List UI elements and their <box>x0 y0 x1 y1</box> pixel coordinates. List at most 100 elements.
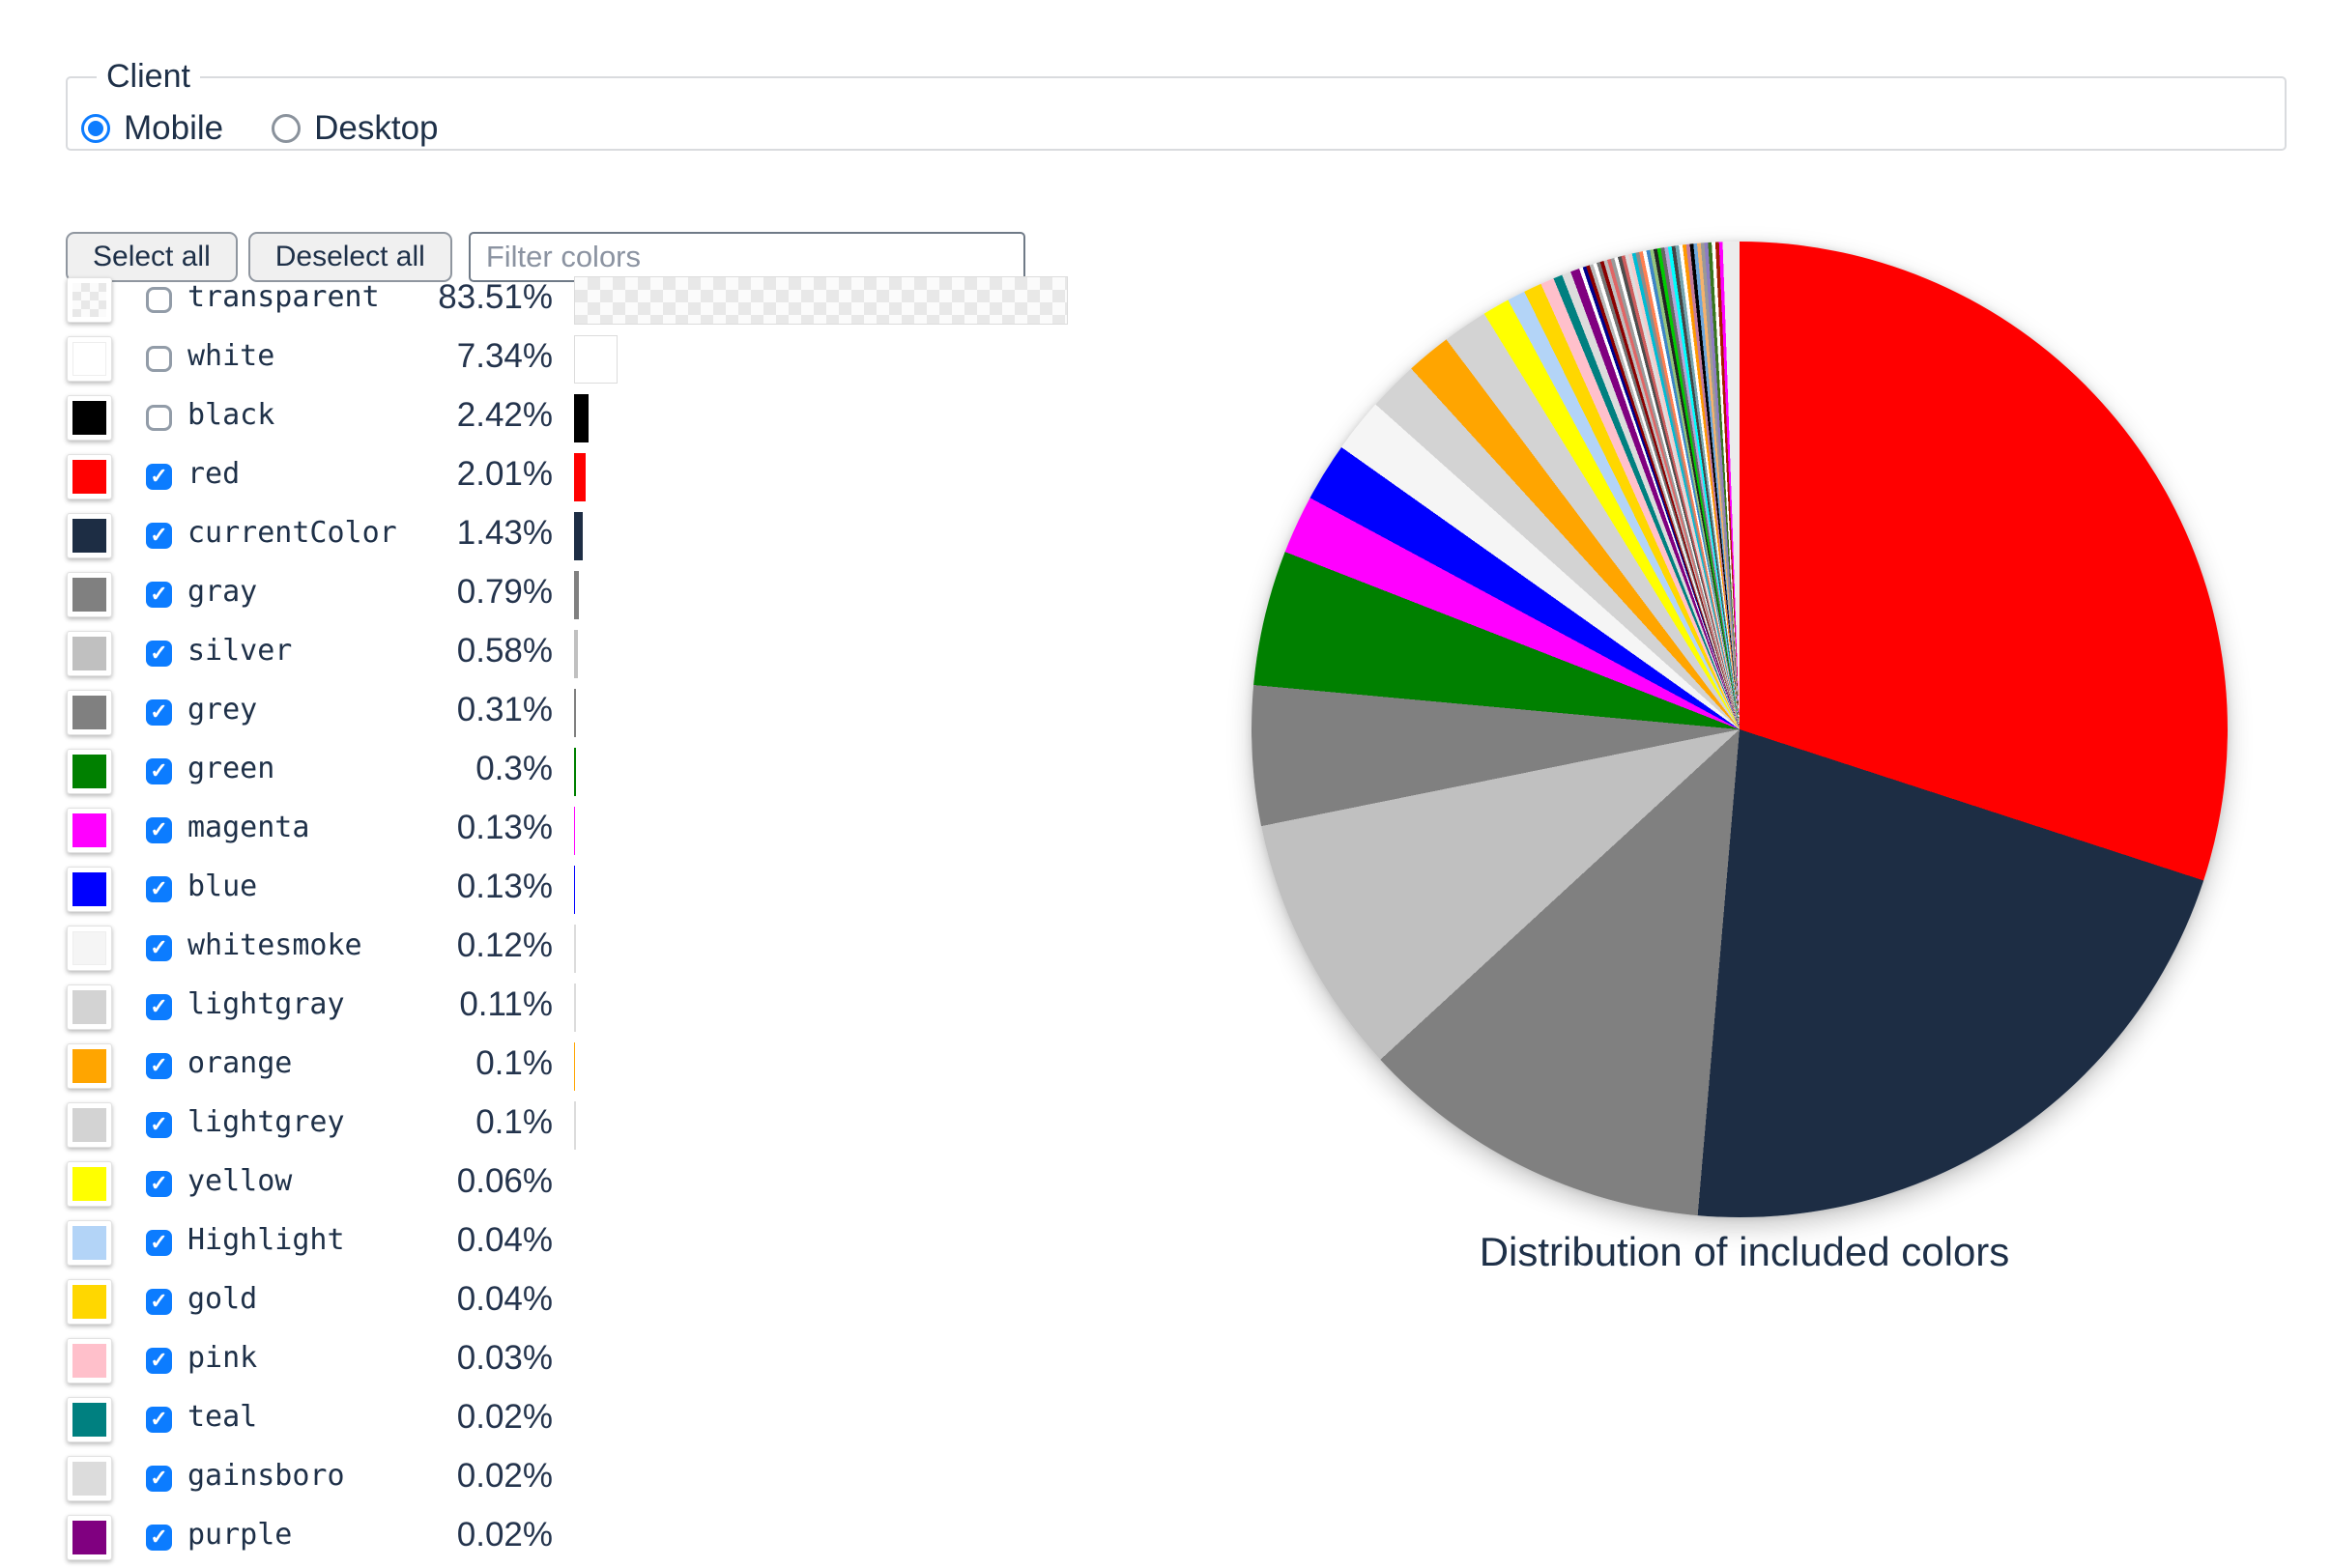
color-swatch <box>67 1043 112 1089</box>
color-checkbox[interactable]: ✓ <box>146 346 172 372</box>
color-checkbox[interactable]: ✓ <box>146 935 172 961</box>
color-percent-label: 0.11% <box>459 985 553 1023</box>
check-icon: ✓ <box>150 640 168 665</box>
color-list: ✓ transparent 83.51% ✓ white 7.34% ✓ bla… <box>0 271 1169 1568</box>
color-swatch <box>67 1161 112 1207</box>
color-name-label: orange <box>187 1046 293 1080</box>
color-name-label: currentColor <box>187 516 397 550</box>
color-swatch <box>67 1220 112 1266</box>
color-name-label: yellow <box>187 1164 293 1198</box>
color-checkbox[interactable]: ✓ <box>146 523 172 549</box>
check-icon: ✓ <box>150 1052 168 1077</box>
color-percent-bar <box>574 276 1069 325</box>
color-checkbox[interactable]: ✓ <box>146 1112 172 1138</box>
color-percent-bar <box>574 925 576 973</box>
color-checkbox[interactable]: ✓ <box>146 1348 172 1374</box>
color-name-label: transparent <box>187 280 380 314</box>
color-percent-label: 0.58% <box>456 632 553 670</box>
color-name-label: whitesmoke <box>187 928 362 962</box>
color-checkbox[interactable]: ✓ <box>146 1525 172 1551</box>
color-name-label: gray <box>187 575 258 609</box>
color-swatch <box>67 395 112 441</box>
color-percent-label: 0.02% <box>456 1398 553 1436</box>
color-percent-bar <box>574 1042 575 1091</box>
color-swatch <box>67 984 112 1030</box>
check-icon: ✓ <box>150 698 168 724</box>
color-row: ✓ blue 0.13% <box>0 861 1169 920</box>
color-checkbox[interactable]: ✓ <box>146 1466 172 1492</box>
color-swatch <box>67 1279 112 1325</box>
color-percent-label: 0.13% <box>456 809 553 846</box>
color-name-label: red <box>187 457 241 491</box>
select-all-button[interactable]: Select all <box>66 232 238 282</box>
color-checkbox[interactable]: ✓ <box>146 1289 172 1315</box>
color-percent-label: 2.01% <box>456 455 553 493</box>
color-swatch <box>67 336 112 382</box>
color-checkbox[interactable]: ✓ <box>146 1407 172 1433</box>
color-percent-bar <box>574 453 587 501</box>
check-icon: ✓ <box>150 1288 168 1313</box>
client-radio-mobile[interactable] <box>81 114 110 143</box>
color-checkbox[interactable]: ✓ <box>146 1053 172 1079</box>
color-swatch <box>67 513 112 558</box>
color-percent-label: 0.06% <box>456 1162 553 1200</box>
color-swatch <box>67 690 112 735</box>
color-swatch <box>67 749 112 794</box>
color-checkbox[interactable]: ✓ <box>146 641 172 667</box>
color-percent-bar <box>574 748 576 796</box>
color-percent-label: 2.42% <box>456 396 553 434</box>
color-row: ✓ black 2.42% <box>0 389 1169 448</box>
color-checkbox[interactable]: ✓ <box>146 1230 172 1256</box>
color-checkbox[interactable]: ✓ <box>146 405 172 431</box>
check-icon: ✓ <box>150 875 168 900</box>
check-icon: ✓ <box>150 1524 168 1549</box>
color-checkbox[interactable]: ✓ <box>146 817 172 843</box>
color-row: ✓ green 0.3% <box>0 743 1169 802</box>
check-icon: ✓ <box>150 757 168 783</box>
check-icon: ✓ <box>150 1111 168 1136</box>
color-row: ✓ white 7.34% <box>0 330 1169 389</box>
check-icon: ✓ <box>150 1465 168 1490</box>
check-icon: ✓ <box>150 522 168 547</box>
client-radio-label: Mobile <box>124 109 224 147</box>
color-swatch <box>67 1456 112 1501</box>
color-row: ✓ gainsboro 0.02% <box>0 1450 1169 1509</box>
color-swatch <box>67 1338 112 1383</box>
color-swatch <box>67 808 112 853</box>
color-row: ✓ pink 0.03% <box>0 1332 1169 1391</box>
color-percent-label: 0.12% <box>456 927 553 964</box>
color-percent-label: 0.03% <box>456 1339 553 1377</box>
check-icon: ✓ <box>150 993 168 1018</box>
color-row: ✓ transparent 83.51% <box>0 271 1169 330</box>
color-checkbox[interactable]: ✓ <box>146 758 172 784</box>
color-checkbox[interactable]: ✓ <box>146 876 172 902</box>
color-name-label: teal <box>187 1400 258 1434</box>
color-row: ✓ currentColor 1.43% <box>0 507 1169 566</box>
color-name-label: pink <box>187 1341 258 1375</box>
color-percent-label: 0.31% <box>456 691 553 728</box>
color-percent-label: 83.51% <box>438 278 553 316</box>
color-checkbox[interactable]: ✓ <box>146 287 172 313</box>
color-row: ✓ whitesmoke 0.12% <box>0 920 1169 979</box>
color-percent-bar <box>574 689 576 737</box>
color-percent-label: 0.1% <box>475 1103 553 1141</box>
color-swatch <box>67 1515 112 1560</box>
color-percent-bar <box>574 512 583 560</box>
color-checkbox[interactable]: ✓ <box>146 699 172 726</box>
color-checkbox[interactable]: ✓ <box>146 1171 172 1197</box>
client-legend: Client <box>106 58 190 95</box>
color-row: ✓ grey 0.31% <box>0 684 1169 743</box>
color-name-label: gold <box>187 1282 258 1316</box>
client-radio-desktop[interactable] <box>272 114 302 143</box>
pie-chart-title: Distribution of included colors <box>1479 1229 2010 1274</box>
deselect-all-button[interactable]: Deselect all <box>247 232 452 282</box>
color-row: ✓ orange 0.1% <box>0 1038 1169 1097</box>
color-name-label: silver <box>187 634 293 668</box>
color-row: ✓ gray 0.79% <box>0 566 1169 625</box>
color-swatch <box>67 867 112 912</box>
color-swatch <box>67 454 112 499</box>
color-name-label: green <box>187 752 275 785</box>
color-checkbox[interactable]: ✓ <box>146 582 172 608</box>
color-checkbox[interactable]: ✓ <box>146 994 172 1020</box>
color-checkbox[interactable]: ✓ <box>146 464 172 490</box>
